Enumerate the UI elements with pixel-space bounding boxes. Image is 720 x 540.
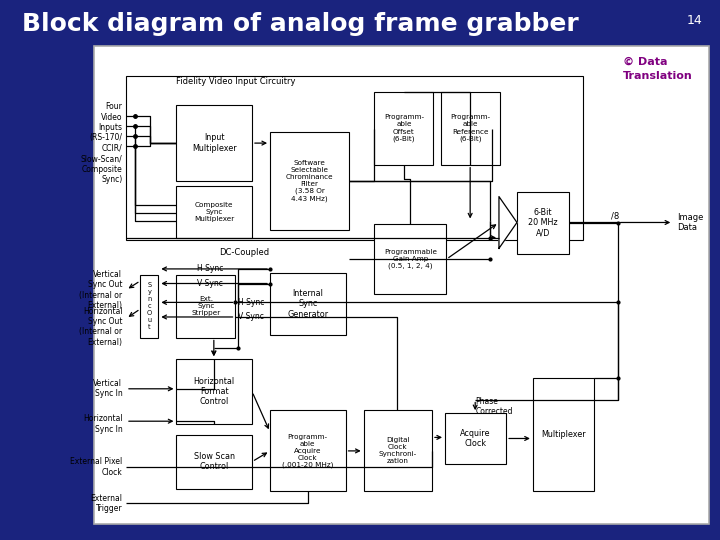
Text: Vertical
Sync Out
(Internal or
External): Vertical Sync Out (Internal or External) [79, 270, 122, 310]
Text: Horizontal
Sync In: Horizontal Sync In [83, 414, 122, 434]
Text: /8: /8 [611, 212, 618, 221]
Text: Programmable
Gain Amp
(0.5, 1, 2, 4): Programmable Gain Amp (0.5, 1, 2, 4) [384, 249, 437, 269]
Text: Acquire
Clock: Acquire Clock [460, 429, 491, 448]
Polygon shape [499, 197, 517, 248]
Text: H Sync: H Sync [238, 298, 264, 307]
Bar [445, 413, 506, 464]
Text: DC-Coupled: DC-Coupled [220, 248, 270, 256]
Text: External
Trigger: External Trigger [91, 494, 122, 513]
Bar [176, 359, 252, 424]
Text: Input
Multiplexer: Input Multiplexer [192, 133, 236, 153]
Bar [374, 224, 446, 294]
Text: Multiplexer: Multiplexer [541, 430, 585, 439]
Bar [176, 105, 252, 181]
Bar [126, 76, 583, 240]
Text: Image
Data: Image Data [677, 213, 703, 232]
Bar [140, 275, 158, 338]
Text: S
y
n
c
O
u
t: S y n c O u t [147, 282, 152, 330]
Text: Software
Selectable
Chrominance
Filter
(3.58 Or
4.43 MHz): Software Selectable Chrominance Filter (… [286, 160, 333, 202]
Bar [176, 435, 252, 489]
Text: 14: 14 [686, 14, 702, 26]
Text: Vertical
Sync In: Vertical Sync In [94, 379, 122, 399]
Text: Block diagram of analog frame grabber: Block diagram of analog frame grabber [22, 12, 578, 36]
Text: External Pixel
Clock: External Pixel Clock [70, 457, 122, 477]
Text: Horizontal
Sync Out
(Internal or
External): Horizontal Sync Out (Internal or Externa… [79, 307, 122, 347]
Text: Ext.
Sync
Stripper: Ext. Sync Stripper [192, 296, 220, 316]
Bar [176, 275, 235, 338]
Bar [517, 192, 569, 254]
Text: Digital
Clock
Synchroni-
zation: Digital Clock Synchroni- zation [379, 437, 417, 464]
Text: © Data
Translation: © Data Translation [623, 57, 693, 80]
Text: Phase
Corrected: Phase Corrected [475, 397, 513, 416]
Text: V Sync: V Sync [197, 279, 222, 288]
Text: Programm-
able
Reference
(6-Bit): Programm- able Reference (6-Bit) [450, 114, 490, 142]
Bar [270, 273, 346, 335]
Text: Programm-
able
Offset
(6-Bit): Programm- able Offset (6-Bit) [384, 114, 424, 142]
Text: Composite
Sync
Multiplexer: Composite Sync Multiplexer [194, 202, 234, 222]
Text: Fidelity Video Input Circuitry: Fidelity Video Input Circuitry [176, 77, 296, 85]
Text: Horizontal
Format
Control: Horizontal Format Control [194, 376, 235, 407]
Bar [176, 186, 252, 238]
Bar [374, 92, 433, 165]
Text: V Sync: V Sync [238, 313, 264, 321]
Text: H Sync: H Sync [197, 265, 223, 273]
Text: 6-Bit
20 MHz
A/D: 6-Bit 20 MHz A/D [528, 208, 558, 238]
Text: Four
Video
Inputs
(RS-170/
CCIR/
Slow-Scan/
Composite
Sync): Four Video Inputs (RS-170/ CCIR/ Slow-Sc… [81, 102, 122, 184]
Bar [441, 92, 500, 165]
Bar [270, 410, 346, 491]
Text: Slow Scan
Control: Slow Scan Control [194, 452, 235, 471]
Bar [94, 46, 709, 524]
Bar [533, 378, 594, 491]
Text: Internal
Sync
Generator: Internal Sync Generator [287, 289, 328, 319]
Bar [364, 410, 432, 491]
Text: Programm-
able
Acquire
Clock
(.001-20 MHz): Programm- able Acquire Clock (.001-20 MH… [282, 434, 333, 468]
Bar [270, 132, 349, 230]
